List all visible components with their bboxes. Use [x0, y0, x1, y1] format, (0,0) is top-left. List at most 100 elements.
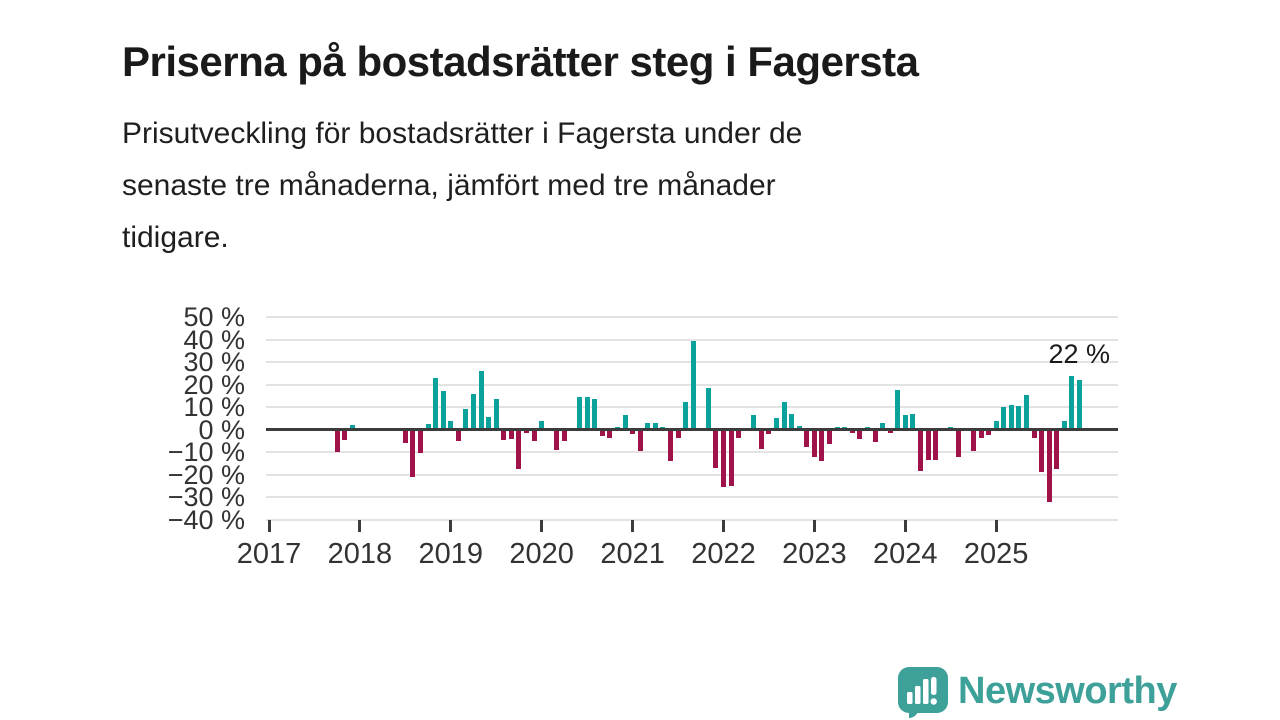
- negative-bar: [872, 429, 878, 443]
- y-gridline: [266, 518, 1118, 521]
- y-gridline: [266, 316, 1118, 319]
- positive-bar: [433, 377, 439, 430]
- positive-bar: [895, 390, 901, 430]
- x-axis-tick: [994, 520, 998, 532]
- negative-bar: [508, 429, 514, 439]
- negative-bar: [887, 429, 893, 434]
- negative-bar: [637, 429, 643, 452]
- positive-bar: [796, 426, 802, 430]
- negative-bar: [758, 429, 764, 449]
- negative-bar: [925, 429, 931, 461]
- bar-chart-speech-bubble-icon: [897, 666, 949, 720]
- negative-bar: [721, 429, 726, 488]
- positive-bar: [690, 340, 696, 430]
- positive-bar: [751, 415, 757, 430]
- x-axis-year-label: 2018: [327, 538, 393, 570]
- positive-bar: [493, 399, 499, 430]
- x-axis-tick: [540, 520, 544, 532]
- y-gridline: [266, 473, 1118, 476]
- negative-bar: [728, 429, 734, 486]
- x-axis-year-label: 2025: [963, 538, 1029, 570]
- x-axis-year-label: 2022: [691, 538, 756, 570]
- positive-bar: [448, 420, 454, 430]
- negative-bar: [955, 429, 961, 457]
- subtitle-line-3: tidigare.: [122, 221, 229, 254]
- negative-bar: [917, 429, 923, 472]
- y-axis-tick-label: −40 %: [167, 504, 245, 535]
- x-axis-tick: [631, 520, 635, 532]
- x-axis-year-label: 2019: [418, 538, 484, 570]
- x-axis-year-label: 2021: [600, 538, 665, 570]
- positive-bar: [349, 425, 355, 430]
- y-gridline: [266, 496, 1118, 499]
- newsworthy-logo: Newsworthy: [897, 666, 1177, 720]
- y-axis-tick-label: 0 %: [198, 414, 245, 445]
- positive-bar: [425, 424, 431, 430]
- negative-bar: [667, 429, 673, 462]
- positive-bar: [683, 401, 689, 430]
- positive-bar: [705, 388, 711, 430]
- positive-bar: [789, 413, 795, 430]
- negative-bar: [811, 429, 817, 457]
- positive-bar: [1001, 407, 1007, 430]
- negative-bar: [402, 429, 408, 444]
- negative-bar: [630, 429, 636, 435]
- positive-bar: [592, 399, 598, 430]
- y-axis-tick-label: −10 %: [167, 437, 245, 468]
- negative-bar: [524, 429, 530, 434]
- negative-bar: [804, 429, 810, 447]
- zero-axis-line: [266, 428, 1118, 432]
- positive-bar: [486, 417, 492, 430]
- x-axis-tick: [722, 520, 725, 532]
- positive-bar: [622, 415, 628, 430]
- negative-bar: [849, 429, 855, 434]
- negative-bar: [418, 429, 423, 454]
- subtitle-line-1: Prisutveckling för bostadsrätter i Fager…: [122, 117, 803, 150]
- positive-bar: [652, 422, 658, 430]
- brand-name: Newsworthy: [958, 669, 1177, 712]
- negative-bar: [561, 429, 567, 441]
- negative-bar: [986, 429, 992, 436]
- x-axis-year-label: 2020: [509, 538, 574, 570]
- negative-bar: [713, 429, 719, 468]
- chart-title: Priserna på bostadsrätter steg i Fagerst…: [122, 38, 919, 86]
- negative-bar: [766, 429, 772, 435]
- negative-bar: [607, 429, 613, 438]
- positive-bar: [440, 391, 446, 430]
- positive-bar: [1024, 394, 1029, 430]
- negative-bar: [1054, 429, 1060, 470]
- negative-bar: [554, 429, 560, 450]
- positive-bar: [880, 422, 886, 430]
- negative-bar: [675, 429, 681, 438]
- positive-bar: [478, 371, 484, 430]
- positive-bar: [902, 415, 908, 430]
- y-axis-tick-label: −20 %: [167, 459, 245, 490]
- positive-bar: [645, 422, 651, 430]
- x-axis-tick: [903, 520, 907, 532]
- y-axis-tick-label: 50 %: [183, 302, 245, 333]
- x-axis-tick: [449, 520, 453, 532]
- positive-bar: [577, 397, 583, 430]
- positive-bar: [463, 409, 469, 430]
- positive-bar: [993, 420, 999, 430]
- positive-bar: [910, 413, 916, 430]
- negative-bar: [334, 429, 340, 453]
- y-axis-tick-label: 20 %: [183, 369, 245, 400]
- x-axis-tick: [812, 520, 816, 532]
- subtitle-line-2: senaste tre månaderna, jämfört med tre m…: [122, 169, 776, 202]
- x-axis-year-label: 2017: [236, 538, 302, 570]
- positive-bar: [1008, 404, 1014, 430]
- negative-bar: [736, 429, 742, 438]
- negative-bar: [933, 429, 939, 461]
- y-axis-tick-label: 30 %: [183, 347, 245, 378]
- positive-bar: [584, 397, 590, 430]
- x-axis-year-label: 2023: [782, 538, 847, 570]
- positive-bar: [1077, 380, 1083, 430]
- negative-bar: [819, 429, 825, 462]
- positive-bar: [471, 393, 477, 430]
- negative-bar: [342, 429, 348, 440]
- x-axis-tick: [267, 520, 271, 532]
- negative-bar: [599, 429, 605, 437]
